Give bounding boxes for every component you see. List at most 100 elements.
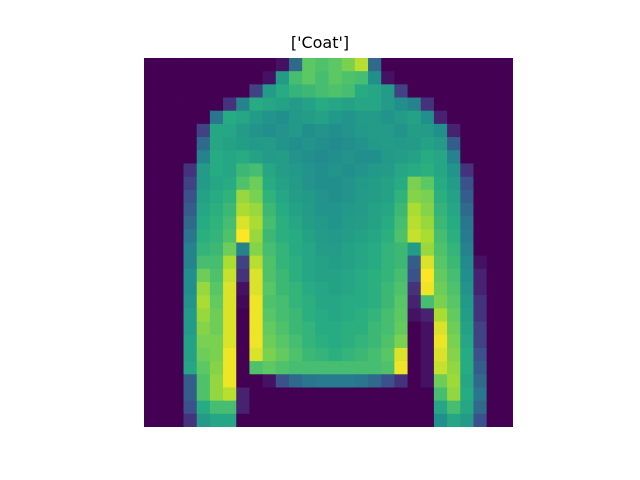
heatmap-cell [183,374,198,388]
heatmap-cell [275,163,290,178]
heatmap-cell [262,229,277,243]
heatmap-cell [394,413,408,427]
heatmap-cell [473,295,488,309]
heatmap-cell [486,229,501,243]
heatmap-cell [354,163,369,178]
heatmap-cell [157,189,171,204]
heatmap-cell [302,58,316,72]
heatmap-cell [315,400,329,415]
heatmap-cell [354,216,369,230]
heatmap-cell [249,268,264,283]
heatmap-cell [196,282,211,296]
heatmap-cell [486,84,501,98]
heatmap-cell [170,150,184,164]
heatmap-cell [288,84,303,98]
heatmap-cell [183,150,198,164]
heatmap-cell [196,295,211,309]
heatmap-cell [288,255,303,270]
heatmap-cell [420,282,435,296]
heatmap-cell [328,295,343,309]
heatmap-cell [223,413,237,427]
heatmap-cell [144,413,158,427]
heatmap-cell [394,123,408,138]
heatmap-cell [473,347,488,362]
heatmap-cell [170,295,184,309]
heatmap-cell [196,255,211,270]
heatmap-cell [275,150,290,164]
heatmap-cell [486,268,501,283]
heatmap-cell [170,71,184,85]
heatmap-cell [381,334,395,349]
heatmap-cell [486,308,501,322]
heatmap-cell [486,400,501,415]
heatmap-cell [420,163,435,178]
heatmap-cell [473,202,488,217]
heatmap-cell [196,374,211,388]
heatmap-cell [223,58,237,72]
heatmap-cell [486,71,501,85]
heatmap-cell [157,229,171,243]
heatmap-cell [381,176,395,191]
heatmap-cell [209,176,224,191]
heatmap-cell [486,347,501,362]
heatmap-cell [368,334,382,349]
heatmap-cell [249,71,264,85]
heatmap-cell [394,110,408,125]
heatmap-cell [183,97,198,112]
heatmap-cell [144,137,158,151]
heatmap-cell [196,347,211,362]
heatmap-cell [368,58,382,72]
heatmap-cell [407,334,422,349]
heatmap-cell [170,137,184,151]
heatmap-cell [394,150,408,164]
heatmap-cell [407,361,422,375]
heatmap-cell [354,387,369,402]
heatmap-cell [209,255,224,270]
heatmap-cell [328,374,343,388]
heatmap-cell [368,400,382,415]
heatmap-cell [315,255,329,270]
heatmap-cell [328,150,343,164]
heatmap-cell [460,84,474,98]
heatmap-cell [209,387,224,402]
heatmap-cell [420,202,435,217]
heatmap-cell [275,308,290,322]
heatmap-cell [183,413,198,427]
heatmap-cell [354,137,369,151]
heatmap-cell [236,123,250,138]
heatmap-cell [460,347,474,362]
heatmap-cell [407,216,422,230]
heatmap-cell [407,242,422,257]
heatmap-cell [236,374,250,388]
heatmap-cell [433,255,448,270]
heatmap-cell [328,176,343,191]
heatmap-cell [341,189,356,204]
heatmap-cell [209,137,224,151]
heatmap-cell [433,216,448,230]
heatmap-cell [473,242,488,257]
heatmap-cell [302,374,316,388]
heatmap-cell [460,176,474,191]
heatmap-cell [170,216,184,230]
heatmap-cell [354,58,369,72]
heatmap-cell [157,295,171,309]
heatmap-cell [368,242,382,257]
heatmap-cell [144,347,158,362]
heatmap-cell [315,176,329,191]
heatmap-cell [354,255,369,270]
heatmap-cell [249,137,264,151]
heatmap-cell [420,176,435,191]
heatmap-cell [315,334,329,349]
heatmap-cell [447,189,461,204]
heatmap-cell [447,202,461,217]
heatmap-cell [328,268,343,283]
heatmap-cell [288,268,303,283]
heatmap-cell [262,268,277,283]
heatmap-cell [447,295,461,309]
heatmap-cell [209,321,224,336]
heatmap-cell [275,189,290,204]
heatmap-cell [315,189,329,204]
heatmap-cell [144,321,158,336]
heatmap-cell [170,361,184,375]
